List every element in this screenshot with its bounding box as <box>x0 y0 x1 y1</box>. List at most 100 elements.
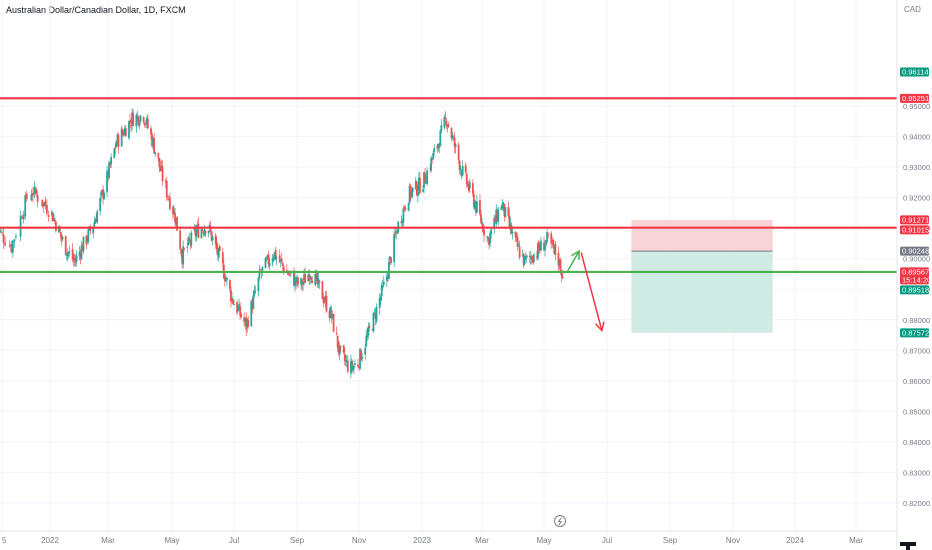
candle-body <box>116 134 119 145</box>
candle <box>109 161 111 169</box>
candle <box>181 249 184 269</box>
candle-body <box>271 258 274 263</box>
candle <box>375 303 378 324</box>
candle-body <box>36 194 39 202</box>
candle <box>216 242 219 260</box>
candle <box>467 180 470 193</box>
candle <box>350 358 353 375</box>
price-axis[interactable]: 0.950000.940000.930000.920000.910000.900… <box>903 102 930 508</box>
candle <box>389 255 391 266</box>
candle-body <box>343 353 346 361</box>
candle-body <box>344 360 347 362</box>
candle <box>402 206 405 227</box>
candle-body <box>240 313 243 318</box>
candle <box>187 235 190 247</box>
position-zones[interactable] <box>631 219 773 333</box>
candle-body <box>106 171 108 193</box>
candle-body <box>202 231 205 234</box>
candle-body <box>82 236 85 252</box>
candle <box>201 228 204 232</box>
candle-body <box>550 233 553 244</box>
candle-body <box>294 276 296 286</box>
candle <box>301 278 303 292</box>
candle-body <box>42 202 45 207</box>
candle <box>252 290 255 310</box>
candle-body <box>382 281 385 285</box>
candle-body <box>71 249 74 260</box>
candle <box>106 166 108 197</box>
candle-body <box>246 319 249 328</box>
candle <box>282 265 285 275</box>
candle <box>108 160 110 180</box>
replay-icon[interactable] <box>554 515 566 527</box>
candle <box>159 160 162 172</box>
candle <box>366 328 369 341</box>
candle-body <box>324 296 327 302</box>
candle-body <box>120 129 123 147</box>
price-label-text: 0.96114 <box>902 67 929 76</box>
tradingview-logo[interactable] <box>900 542 916 550</box>
candle <box>465 172 468 188</box>
candle <box>120 125 123 147</box>
price-label: 0.90248 <box>900 246 929 256</box>
candle-body <box>93 222 96 228</box>
candle-body <box>466 184 469 186</box>
candle <box>296 274 298 287</box>
candle-body <box>11 240 14 253</box>
candle-body <box>500 206 503 211</box>
candle <box>2 228 5 250</box>
candle-body <box>187 237 190 246</box>
candle-body <box>325 295 328 312</box>
candle-body <box>439 130 442 147</box>
candle <box>468 178 471 193</box>
candle-body <box>521 254 524 256</box>
candle <box>518 240 521 260</box>
candle <box>173 204 175 216</box>
candle-body <box>451 136 454 139</box>
candle <box>302 278 304 291</box>
candle <box>429 163 432 173</box>
candle <box>59 232 62 242</box>
candle <box>409 183 412 202</box>
stop-loss-zone <box>631 219 773 252</box>
candle <box>21 213 24 220</box>
time-axis[interactable]: 5 2022 Mar May Jul Sep Nov 2023 Mar May Jul Sep Nov 2… <box>2 536 863 545</box>
candle <box>317 271 320 289</box>
candle-body <box>537 243 539 259</box>
candle <box>471 179 474 197</box>
candle <box>210 231 213 242</box>
candle-body <box>211 236 214 240</box>
price-label-text: 0.90248 <box>902 247 929 256</box>
candle <box>323 295 326 304</box>
candle <box>440 119 443 134</box>
candle-body <box>53 217 55 220</box>
candle-body <box>402 208 405 223</box>
candle <box>64 235 67 256</box>
candle <box>74 254 77 267</box>
horizontal-levels[interactable] <box>0 97 897 274</box>
candle-body <box>295 278 297 283</box>
candle <box>19 210 22 242</box>
candle <box>272 254 275 262</box>
candle-body <box>544 244 546 251</box>
candle <box>487 235 489 245</box>
candle-body <box>404 208 407 210</box>
candle <box>507 201 510 219</box>
candle-body <box>530 255 533 261</box>
candle-body <box>365 336 368 347</box>
candle <box>416 185 419 203</box>
candle <box>388 257 390 280</box>
projection-arrows[interactable] <box>567 249 605 332</box>
candle <box>25 190 28 203</box>
candle <box>257 277 260 297</box>
candle-body <box>92 227 95 234</box>
candle <box>239 302 241 320</box>
candle-body <box>373 311 376 313</box>
candle <box>103 190 105 201</box>
time-tick-label: Mar <box>849 536 863 545</box>
candle-body <box>81 245 84 252</box>
candle <box>382 275 385 287</box>
candle-body <box>214 235 217 245</box>
candle <box>439 129 442 147</box>
